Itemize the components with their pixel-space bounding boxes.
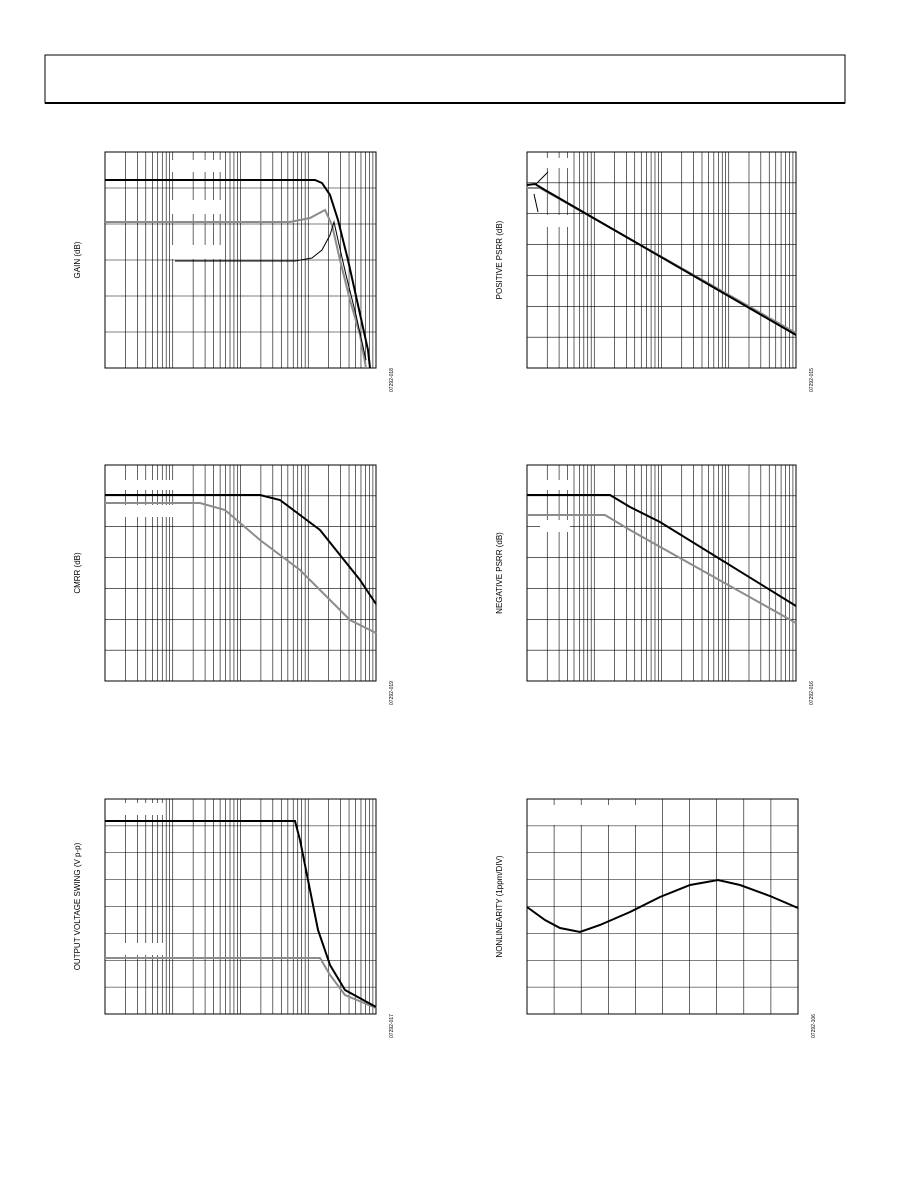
legend-area — [540, 158, 570, 168]
legend-area — [125, 480, 180, 490]
legend-area — [172, 200, 222, 214]
legend-area — [535, 805, 655, 825]
curves — [105, 171, 799, 1009]
plot-frame — [526, 798, 799, 1015]
y-axis-label: POSITIVE PSRR (dB) — [495, 220, 504, 299]
curve — [526, 182, 797, 336]
legend-area — [540, 480, 570, 490]
figure-id: 07292-017 — [389, 1014, 395, 1038]
curve — [105, 502, 377, 634]
legend-area — [110, 803, 165, 815]
figure-id: 07292-019 — [389, 681, 395, 705]
y-axis-label: GAIN (dB) — [73, 241, 82, 278]
plot-frame — [104, 464, 377, 682]
curve — [105, 208, 367, 369]
legend-area — [172, 160, 222, 172]
legend-area — [540, 215, 570, 227]
arrow — [535, 171, 549, 185]
figure-id: 07292-016 — [809, 681, 815, 705]
plot-frame — [526, 464, 797, 682]
y-axis-label: NONLINEARITY (1ppm/DIV) — [495, 855, 504, 957]
figure-id: 07292-015 — [809, 368, 815, 392]
curve — [527, 494, 797, 607]
figure-id: 07292-018 — [389, 368, 395, 392]
plot-frame — [104, 798, 377, 1015]
plot-frame — [104, 151, 377, 369]
y-axis-label: NEGATIVE PSRR (dB) — [495, 532, 504, 614]
legend-area — [540, 520, 570, 532]
figure-id: 07292-106 — [811, 1014, 817, 1038]
curve — [105, 820, 377, 1008]
legend-area — [110, 943, 165, 955]
legend-area — [125, 505, 180, 517]
y-axis-label: CMRR (dB) — [73, 552, 82, 594]
curve — [105, 957, 377, 1009]
plot-frame — [526, 151, 797, 369]
curve — [527, 514, 797, 624]
grids — [104, 151, 799, 1015]
legend-area — [172, 245, 222, 259]
arrow — [533, 193, 539, 213]
curve — [175, 220, 367, 361]
curve — [105, 494, 377, 605]
curve — [105, 179, 371, 369]
y-axis-label: OUTPUT VOLTAGE SWING (V p-p) — [73, 842, 82, 970]
header-box — [44, 54, 846, 104]
curve — [526, 878, 799, 934]
